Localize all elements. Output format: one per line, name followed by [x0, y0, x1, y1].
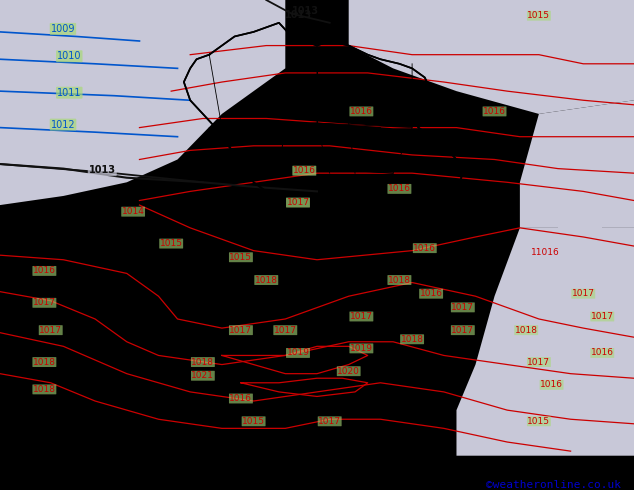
- Text: 1016: 1016: [33, 267, 56, 275]
- Text: 1017: 1017: [451, 326, 474, 335]
- Text: 1018: 1018: [515, 326, 538, 335]
- Text: 1016: 1016: [293, 166, 316, 175]
- Text: 1015: 1015: [242, 417, 265, 426]
- Text: Fr 07-06-2024 18:00 UTC (00+66): Fr 07-06-2024 18:00 UTC (00+66): [393, 461, 626, 474]
- Text: 1012: 1012: [51, 120, 75, 129]
- Text: 1017: 1017: [527, 358, 550, 367]
- Text: 1018: 1018: [388, 275, 411, 285]
- Text: 1017: 1017: [318, 417, 341, 426]
- Text: 1016: 1016: [230, 394, 252, 403]
- Polygon shape: [558, 205, 602, 228]
- Text: 1015: 1015: [527, 11, 550, 20]
- Polygon shape: [349, 0, 634, 114]
- Text: ©weatheronline.co.uk: ©weatheronline.co.uk: [486, 480, 621, 490]
- Text: Surface pressure [hPa] ECMWF: Surface pressure [hPa] ECMWF: [6, 466, 216, 479]
- Polygon shape: [456, 228, 634, 456]
- Text: 1013: 1013: [89, 165, 116, 175]
- Text: 1018: 1018: [33, 358, 56, 367]
- Text: 1017: 1017: [572, 289, 595, 298]
- Text: 1017: 1017: [230, 326, 252, 335]
- Text: 1016: 1016: [420, 289, 443, 298]
- Text: 1017: 1017: [451, 303, 474, 312]
- Text: 1016: 1016: [388, 184, 411, 194]
- Text: 1018: 1018: [191, 358, 214, 367]
- Text: 1013: 1013: [285, 10, 313, 20]
- Text: 1018: 1018: [401, 335, 424, 344]
- Text: 1016: 1016: [540, 380, 563, 390]
- Text: 1017: 1017: [591, 312, 614, 321]
- Text: 1010: 1010: [57, 51, 82, 61]
- Text: 1013: 1013: [292, 6, 319, 16]
- Text: 1016: 1016: [591, 348, 614, 357]
- Text: 1016: 1016: [413, 244, 436, 253]
- Text: 1017: 1017: [33, 298, 56, 307]
- Text: 1014: 1014: [122, 207, 145, 216]
- Text: 1018: 1018: [255, 275, 278, 285]
- Text: 1016: 1016: [483, 107, 506, 116]
- Text: 1020: 1020: [337, 367, 360, 376]
- Text: 1021: 1021: [191, 371, 214, 380]
- Text: 1016: 1016: [350, 107, 373, 116]
- Text: 1015: 1015: [160, 239, 183, 248]
- Text: 1017: 1017: [39, 326, 62, 335]
- Polygon shape: [0, 0, 285, 205]
- Text: 1015: 1015: [230, 253, 252, 262]
- Text: 11016: 11016: [531, 248, 560, 257]
- Text: 1019: 1019: [350, 344, 373, 353]
- Text: 1017: 1017: [350, 312, 373, 321]
- Text: 1018: 1018: [33, 385, 56, 394]
- Text: 1019: 1019: [287, 348, 309, 357]
- Text: 1011: 1011: [57, 88, 82, 98]
- Text: 1013: 1013: [89, 165, 116, 175]
- Text: 1017: 1017: [287, 198, 309, 207]
- Text: 1009: 1009: [51, 24, 75, 34]
- Text: 1015: 1015: [527, 417, 550, 426]
- Polygon shape: [520, 100, 634, 228]
- Text: 1017: 1017: [274, 326, 297, 335]
